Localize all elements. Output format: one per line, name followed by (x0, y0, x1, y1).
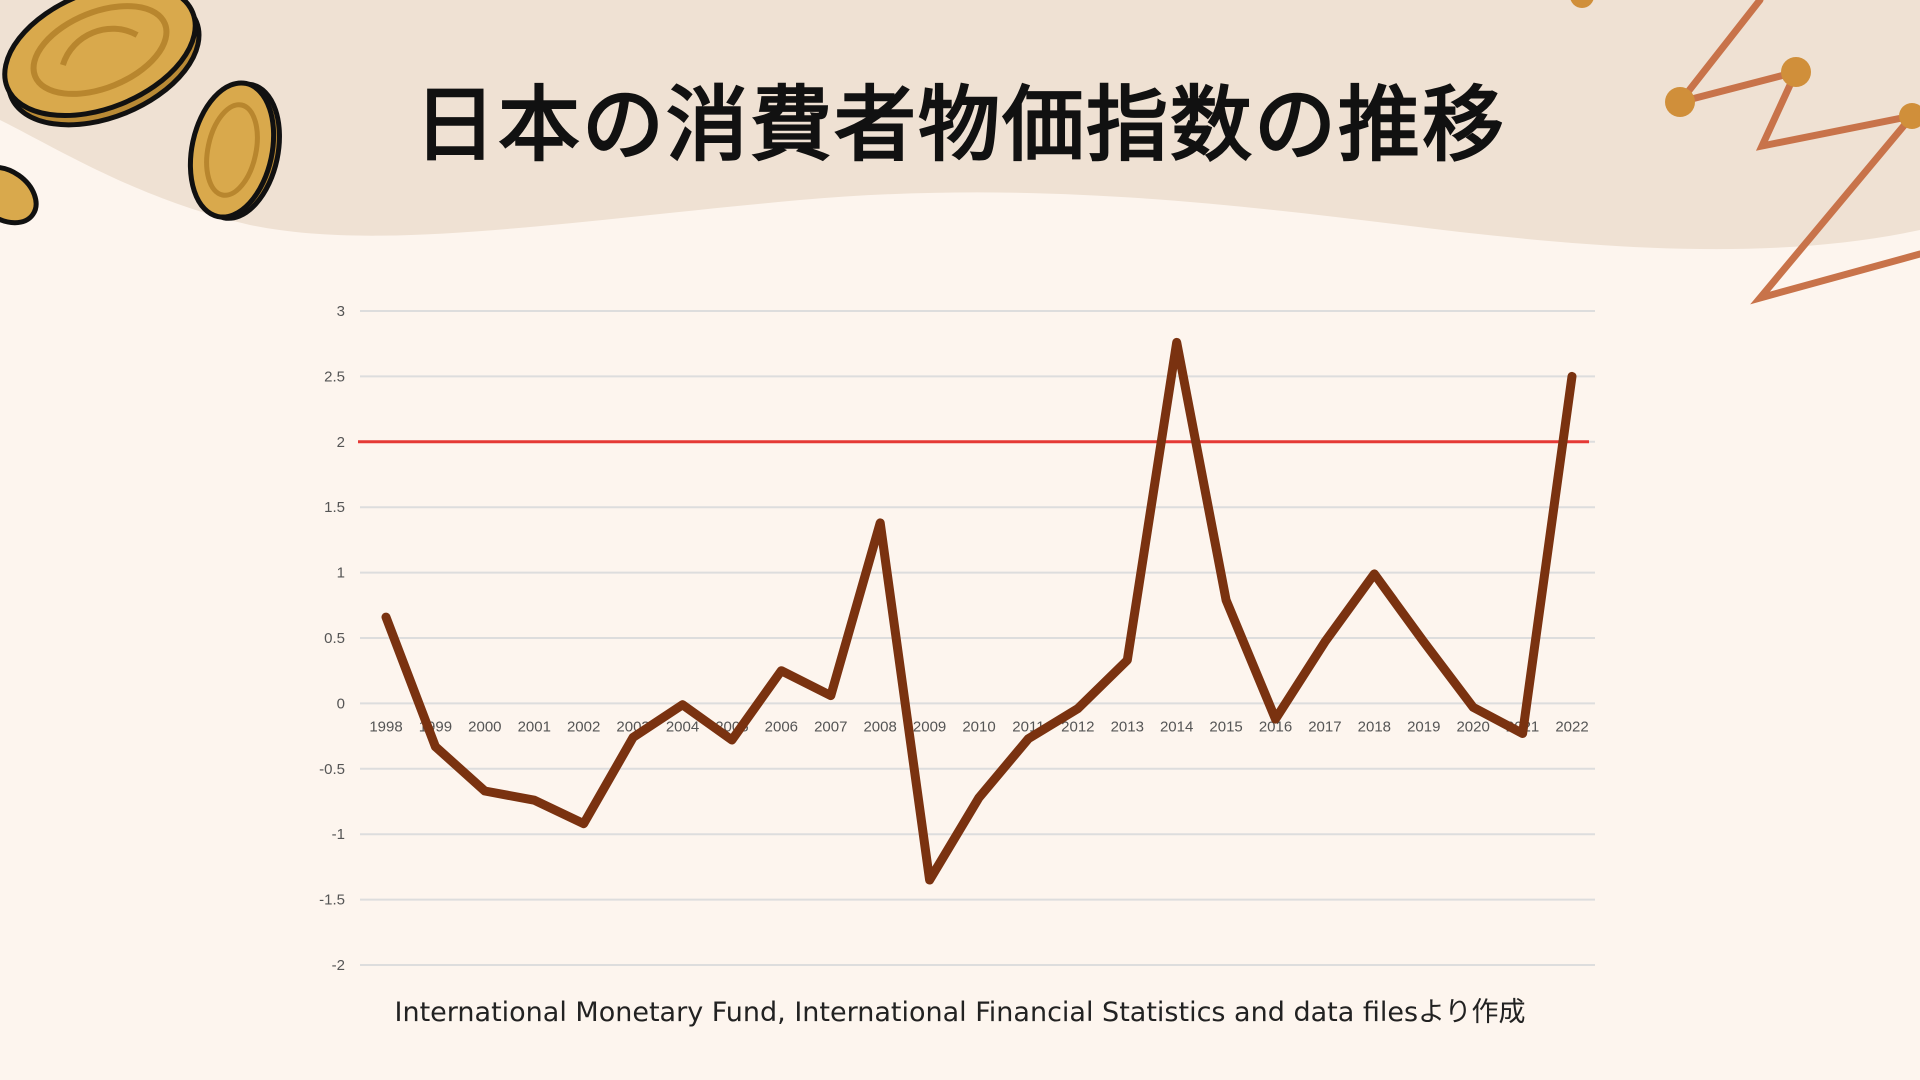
series-layer (381, 337, 1577, 885)
data-point (385, 616, 387, 619)
grid-lines (360, 310, 1595, 966)
x-tick-label: 2001 (518, 718, 551, 735)
data-point (879, 521, 882, 524)
x-tick-label: 2020 (1456, 718, 1489, 735)
data-point (1175, 341, 1178, 344)
data-point (483, 790, 486, 793)
data-point (1323, 640, 1326, 643)
decor-dot (1899, 103, 1920, 129)
data-point (730, 739, 733, 742)
x-tick-label: 2004 (666, 718, 699, 735)
x-tick-label: 2017 (1308, 718, 1341, 735)
x-tick-label: 2013 (1111, 718, 1144, 735)
page-title: 日本の消費者物価指数の推移 (413, 78, 1506, 173)
x-tick-label: 2009 (913, 718, 946, 735)
y-tick-label: 2.5 (324, 368, 345, 385)
data-point (1422, 640, 1425, 643)
x-tick-label: 2019 (1407, 718, 1440, 735)
coin-icon (187, 80, 282, 221)
data-point (632, 736, 635, 739)
y-tick-label: 2 (337, 434, 345, 451)
x-tick-label: 2000 (468, 718, 501, 735)
x-tick-label: 2014 (1160, 718, 1193, 735)
y-tick-label: 1.5 (324, 499, 345, 516)
data-point (1571, 375, 1573, 378)
coin-icon (0, 164, 39, 226)
y-tick-label: 0.5 (324, 630, 345, 647)
y-axis-ticks: 3 2.5 2 1.5 1 0.5 0 -0.5 -1 -1.5 -2 (319, 303, 345, 974)
data-point (681, 703, 684, 706)
y-tick-label: -0.5 (319, 761, 345, 778)
title-band (0, 0, 1920, 250)
decor-dot (1781, 57, 1811, 87)
x-tick-label: 2008 (863, 718, 896, 735)
source-note: International Monetary Fund, Internation… (394, 997, 1526, 1028)
coin-icon (2, 0, 202, 128)
data-point (1126, 659, 1129, 662)
series-line (381, 337, 1577, 885)
x-tick-label: 2010 (962, 718, 995, 735)
y-tick-label: 3 (337, 303, 345, 320)
x-tick-label: 2016 (1259, 718, 1292, 735)
y-tick-label: -2 (332, 957, 345, 974)
data-point (1076, 707, 1079, 710)
decor-dot (1665, 87, 1695, 117)
data-point (434, 745, 437, 748)
data-point (1274, 718, 1277, 721)
x-tick-label: 2022 (1555, 718, 1588, 735)
y-tick-label: 1 (337, 565, 345, 582)
x-tick-label: 2002 (567, 718, 600, 735)
data-point (1472, 706, 1475, 709)
data-point (1373, 572, 1376, 575)
data-point (582, 822, 585, 825)
data-point (780, 669, 783, 672)
data-point (829, 694, 832, 697)
x-tick-label: 2012 (1061, 718, 1094, 735)
y-tick-label: -1.5 (319, 892, 345, 909)
data-point (1521, 732, 1524, 735)
data-point (928, 878, 931, 881)
y-tick-label: -1 (332, 826, 345, 843)
x-tick-label: 2015 (1209, 718, 1242, 735)
y-tick-label: 0 (337, 695, 345, 712)
data-point (978, 796, 980, 799)
x-tick-label: 2006 (765, 718, 798, 735)
x-tick-label: 2018 (1358, 718, 1391, 735)
data-point (533, 799, 536, 802)
data-point (1225, 599, 1228, 602)
decor-dot (1570, 0, 1594, 8)
x-tick-label: 1998 (369, 718, 402, 735)
x-tick-label: 2007 (814, 718, 847, 735)
x-axis-ticks: 1998 1999 2000 2001 2002 2003 2004 2005 2006 2007… (369, 718, 1588, 735)
data-point (1027, 737, 1030, 740)
